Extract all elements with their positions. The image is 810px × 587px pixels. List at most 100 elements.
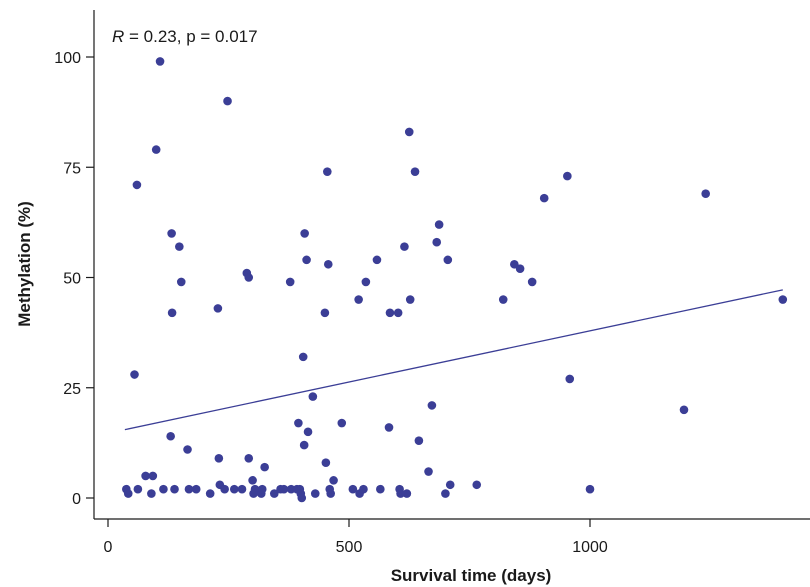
data-point [539,193,549,203]
data-point [213,304,223,313]
data-point [441,489,450,498]
data-point [701,189,710,199]
data-point [585,484,595,494]
data-point [400,242,409,251]
data-point [385,308,395,318]
data-point [679,405,689,415]
data-point [563,171,572,181]
data-point [159,484,168,494]
data-point [424,467,433,476]
data-point [498,295,508,304]
data-point [396,489,405,498]
data-point [130,370,139,379]
data-point [348,484,358,494]
data-point [166,431,175,441]
data-point [170,484,179,494]
data-points [122,57,788,503]
data-point [778,295,788,304]
data-point [244,273,254,282]
data-point [260,462,269,472]
data-point [237,484,247,494]
data-point [223,96,232,106]
data-point [279,484,289,494]
data-point [176,277,186,287]
x-ticks: 0 500 1000 [104,519,608,556]
y-tick-label: 0 [72,491,81,508]
y-tick-label: 50 [63,271,81,288]
data-point [320,308,330,318]
data-point [214,454,224,463]
data-point [133,484,143,494]
data-point [432,237,442,247]
data-point [354,295,363,304]
data-point [527,277,537,287]
data-point [297,493,307,503]
data-point [434,220,444,229]
data-point [472,480,482,490]
data-point [184,484,194,494]
data-point [250,484,260,494]
data-point [565,374,575,384]
data-point [298,352,308,362]
data-point [443,255,453,265]
data-point [123,489,133,498]
data-point [175,242,184,251]
data-point [167,229,176,238]
data-point [148,471,158,481]
data-point [257,484,267,494]
data-point [155,57,165,66]
y-tick-label: 100 [54,50,81,67]
data-point [248,476,257,485]
data-point [372,255,382,265]
stat-values: = 0.23, p = 0.017 [124,27,257,46]
data-point [515,264,525,273]
data-point [326,489,335,498]
data-point [244,454,254,463]
data-point [141,471,150,481]
data-point [151,145,161,154]
data-point [183,445,192,454]
stat-annotation: R = 0.23, p = 0.017 [112,27,258,46]
x-tick-label: 500 [336,539,363,556]
data-point [405,295,415,304]
data-point [299,440,309,450]
x-tick-label: 0 [104,539,113,556]
y-tick-label: 75 [63,160,81,177]
data-point [359,484,368,494]
data-point [308,392,318,401]
data-point [337,418,347,428]
y-axis-title: Methylation (%) [15,201,34,327]
data-point [384,423,394,432]
data-point [302,255,311,265]
data-point [220,484,229,494]
data-point [285,277,295,287]
y-ticks: 0 25 50 75 100 [54,50,94,508]
data-point [410,167,420,176]
data-point [191,484,201,494]
data-point [329,476,338,485]
data-point [303,427,313,437]
data-point [376,484,385,494]
data-point [361,277,371,287]
stat-symbol: R [112,27,124,46]
data-point [323,259,333,269]
regression-line [124,289,783,431]
data-point [167,308,177,318]
data-point [414,436,424,445]
data-point [323,167,332,176]
data-point [229,484,239,494]
data-point [205,489,215,498]
y-tick-label: 25 [63,381,81,398]
data-point [404,127,414,137]
x-tick-label: 1000 [572,539,608,556]
x-axis-title: Survival time (days) [391,566,552,585]
data-point [132,180,142,190]
data-point [294,418,303,428]
data-point [147,489,156,498]
data-point [393,308,403,318]
data-point [321,458,331,468]
data-point [300,229,309,238]
data-point [269,489,279,498]
data-point [445,480,455,490]
